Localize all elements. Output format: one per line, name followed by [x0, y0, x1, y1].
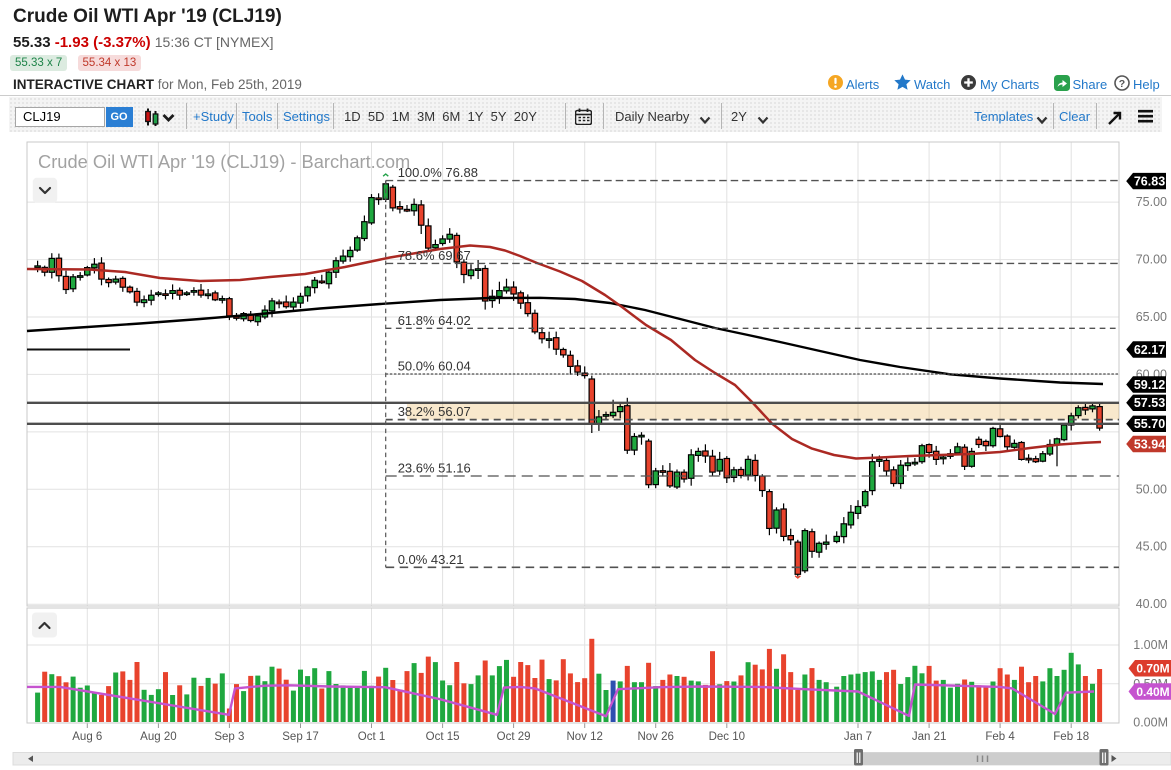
svg-text:0.40M: 0.40M [1136, 685, 1169, 699]
svg-text:Jan 7: Jan 7 [844, 731, 872, 743]
svg-text:45.00: 45.00 [1136, 540, 1167, 554]
svg-text:Oct 15: Oct 15 [426, 731, 460, 743]
svg-text:53.94: 53.94 [1134, 437, 1165, 451]
svg-text:Jan 21: Jan 21 [912, 731, 947, 743]
svg-text:23.6% 51.16: 23.6% 51.16 [398, 461, 471, 476]
svg-text:55.70: 55.70 [1134, 417, 1165, 431]
svg-text:0.00M: 0.00M [1133, 716, 1168, 730]
svg-text:1.00M: 1.00M [1133, 638, 1168, 652]
svg-text:38.2% 56.07: 38.2% 56.07 [398, 404, 471, 419]
svg-text:100.0% 76.88: 100.0% 76.88 [398, 165, 478, 180]
svg-text:Oct 29: Oct 29 [497, 731, 531, 743]
svg-text:50.0% 60.04: 50.0% 60.04 [398, 359, 471, 374]
svg-text:57.53: 57.53 [1134, 396, 1165, 410]
svg-text:?: ? [1119, 78, 1125, 90]
svg-text:40.00: 40.00 [1136, 597, 1167, 611]
svg-text:75.00: 75.00 [1136, 195, 1167, 209]
svg-text:76.83: 76.83 [1134, 175, 1165, 189]
svg-text:78.6% 69.67: 78.6% 69.67 [398, 248, 471, 263]
svg-text:65.00: 65.00 [1136, 310, 1167, 324]
svg-text:70.00: 70.00 [1136, 253, 1167, 267]
svg-text:Nov 26: Nov 26 [637, 731, 673, 743]
svg-text:50.00: 50.00 [1136, 482, 1167, 496]
svg-text:Feb 18: Feb 18 [1053, 731, 1089, 743]
svg-text:Nov 12: Nov 12 [566, 731, 602, 743]
svg-text:Sep 17: Sep 17 [282, 731, 318, 743]
svg-text:Oct 1: Oct 1 [358, 731, 385, 743]
svg-text:59.12: 59.12 [1134, 378, 1165, 392]
svg-text:Sep 3: Sep 3 [214, 731, 244, 743]
svg-text:61.8% 64.02: 61.8% 64.02 [398, 313, 471, 328]
svg-text:Feb 4: Feb 4 [985, 731, 1015, 743]
svg-text:Crude Oil WTI Apr '19 (CLJ19): Crude Oil WTI Apr '19 (CLJ19) - Barchart… [38, 151, 410, 172]
svg-text:Aug 6: Aug 6 [72, 731, 102, 743]
svg-text:Dec 10: Dec 10 [709, 731, 745, 743]
svg-text:0.70M: 0.70M [1136, 662, 1169, 676]
svg-text:Aug 20: Aug 20 [140, 731, 176, 743]
svg-text:62.17: 62.17 [1134, 343, 1165, 357]
svg-text:0.0% 43.21: 0.0% 43.21 [398, 552, 464, 567]
